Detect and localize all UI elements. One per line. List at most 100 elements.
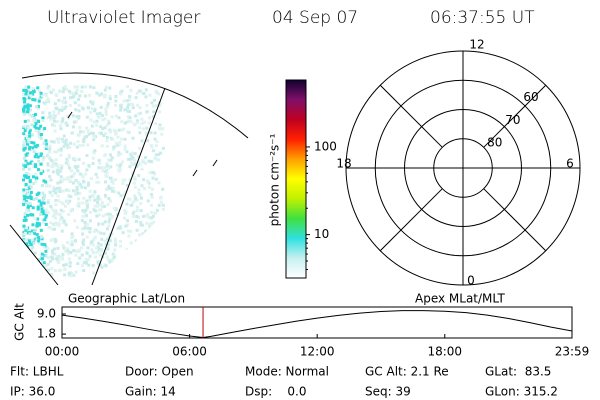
pixel (57, 137, 61, 141)
x-tick-label: 12:00 (300, 345, 335, 359)
pixel (160, 272, 164, 276)
pixel (46, 199, 50, 203)
pixel (49, 238, 53, 242)
pixel (148, 93, 152, 97)
pixel (29, 190, 33, 194)
pixel (60, 229, 64, 233)
pixel (23, 198, 27, 202)
pixel (27, 126, 31, 130)
pixel (105, 144, 109, 148)
pixel (34, 122, 38, 126)
pixel (116, 135, 120, 139)
pixel (22, 188, 26, 192)
pixel (156, 225, 160, 229)
pixel (127, 157, 131, 161)
pixel (104, 113, 108, 117)
pixel (108, 199, 112, 203)
pixel (133, 159, 137, 163)
pixel (91, 100, 95, 104)
pixel (132, 122, 136, 126)
pixel (100, 265, 104, 269)
image-label: Geographic Lat/Lon (68, 292, 185, 306)
pixel (100, 166, 104, 170)
pixel (22, 167, 26, 171)
pixel (69, 208, 73, 212)
pixel (25, 136, 29, 140)
pixel (147, 116, 151, 120)
pixel (80, 90, 84, 94)
pixel (85, 235, 89, 239)
pixel (116, 226, 120, 230)
pixel (117, 151, 121, 155)
pixel (151, 115, 155, 119)
pixel (25, 110, 29, 114)
pixel (80, 201, 84, 205)
pixel (78, 126, 82, 130)
pixel (59, 127, 63, 131)
pixel (24, 195, 28, 199)
pixel (69, 195, 73, 199)
pixel (105, 135, 109, 139)
pixel (53, 150, 57, 154)
pixel (75, 188, 79, 192)
pixel (26, 107, 30, 111)
pixel (25, 271, 29, 275)
pixel (55, 107, 59, 111)
pixel (95, 200, 99, 204)
pixel (24, 248, 28, 252)
pixel (126, 197, 130, 201)
pixel (74, 108, 78, 112)
pixel (155, 235, 159, 239)
pixel (140, 184, 144, 188)
pixel (129, 229, 133, 233)
pixel (92, 134, 96, 138)
pixel (99, 92, 103, 96)
pixel (34, 180, 38, 184)
pixel (80, 264, 84, 268)
pixel (127, 234, 131, 238)
pixel (48, 147, 52, 151)
pixel (37, 97, 41, 101)
pixel (153, 131, 157, 135)
x-tick-label: 06:00 (172, 345, 207, 359)
pixel (136, 103, 140, 107)
pixel (102, 133, 106, 137)
pixel (67, 156, 71, 160)
pixel (84, 214, 88, 218)
pixel (100, 201, 104, 205)
pixel (62, 134, 66, 138)
pixel (62, 177, 66, 181)
pixel (154, 177, 158, 181)
pixel (119, 244, 123, 248)
pixel (86, 205, 90, 209)
pixel (147, 273, 151, 277)
pixel (81, 175, 85, 179)
pixel (45, 183, 49, 187)
pixel (25, 242, 29, 246)
pixel (58, 268, 62, 272)
pixel (119, 105, 123, 109)
pixel (101, 169, 105, 173)
pixel (56, 167, 60, 171)
pixel (82, 261, 86, 265)
pixel (38, 265, 42, 269)
pixel (76, 249, 80, 253)
pixel (31, 86, 35, 90)
pixel (28, 232, 32, 236)
pixel (91, 264, 95, 268)
pixel (78, 94, 82, 98)
pixel (53, 129, 57, 133)
pixel (50, 267, 54, 271)
pixel (102, 94, 106, 98)
title: Ultraviolet Imager (47, 8, 200, 28)
pixel (93, 198, 97, 202)
pixel (108, 153, 112, 157)
pixel (32, 238, 36, 242)
pixel (32, 164, 36, 168)
pixel (131, 274, 135, 278)
pixel (61, 263, 65, 267)
pixel (111, 257, 115, 261)
pixel (154, 265, 158, 269)
pixel (148, 274, 152, 278)
pixel (28, 240, 32, 244)
